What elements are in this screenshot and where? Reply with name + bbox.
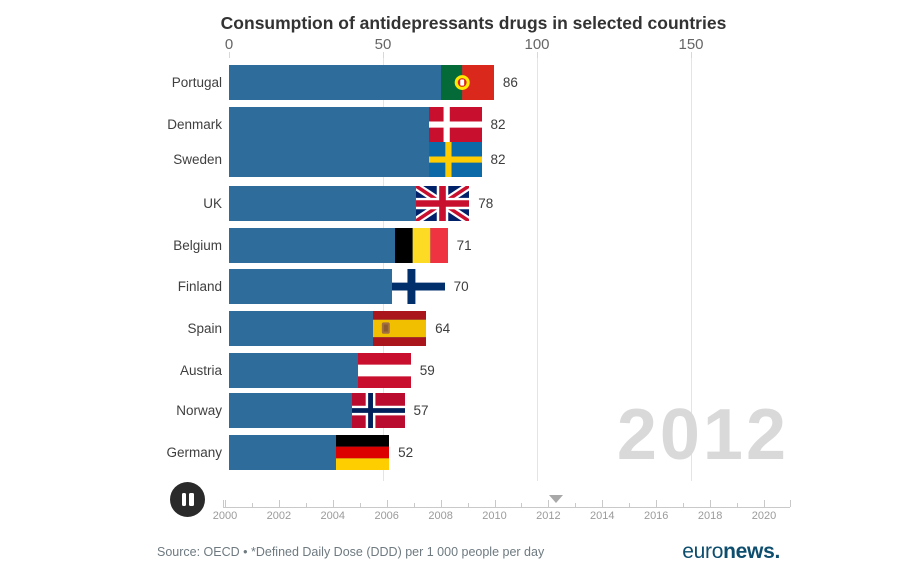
value-label: 52 xyxy=(398,445,414,460)
value-label: 57 xyxy=(413,403,429,418)
euronews-logo-regular: euro xyxy=(682,540,724,563)
uk-flag-icon xyxy=(416,186,470,221)
timeline-tick-label: 2020 xyxy=(751,510,777,522)
timeline-tick xyxy=(386,500,388,507)
gridline xyxy=(537,58,538,481)
pause-icon xyxy=(189,493,194,506)
timeline-tick-label: 2000 xyxy=(212,510,238,522)
country-label: Spain xyxy=(187,321,222,336)
bar xyxy=(229,228,448,263)
country-label: Denmark xyxy=(167,117,222,132)
timeline-tick xyxy=(737,503,739,507)
timeline-tick xyxy=(440,500,442,507)
source-note: Source: OECD • *Defined Daily Dose (DDD)… xyxy=(157,545,545,559)
timeline-tick-label: 2012 xyxy=(536,510,561,522)
bar xyxy=(229,65,494,100)
value-label: 71 xyxy=(456,238,472,253)
country-label: Portugal xyxy=(171,75,222,90)
country-label: Belgium xyxy=(173,238,222,253)
timeline-tick xyxy=(656,500,658,507)
value-label: 70 xyxy=(453,279,469,294)
bar xyxy=(229,353,411,388)
denmark-flag-icon xyxy=(428,107,482,142)
year-label: 2012 xyxy=(616,395,789,475)
country-label: Sweden xyxy=(173,152,222,167)
top-axis-tick xyxy=(383,52,384,58)
value-label: 78 xyxy=(478,196,494,211)
country-label: UK xyxy=(203,196,222,211)
timeline-tick xyxy=(413,503,415,507)
timeline-tick xyxy=(467,503,469,507)
belgium-flag-icon xyxy=(394,228,448,263)
bar xyxy=(229,435,390,470)
top-axis-label: 150 xyxy=(678,36,704,53)
timeline-tick xyxy=(494,500,496,507)
timeline-tick xyxy=(764,500,765,507)
country-label: Germany xyxy=(166,445,222,460)
sweden-flag-icon xyxy=(428,142,482,177)
top-axis-label: 50 xyxy=(374,36,392,53)
timeline-tick xyxy=(683,503,685,507)
country-label: Finland xyxy=(177,279,222,294)
timeline-tick-label: 2002 xyxy=(266,510,292,522)
gridline xyxy=(691,58,692,481)
timeline-handle[interactable] xyxy=(549,495,564,503)
timeline-track[interactable] xyxy=(223,507,790,508)
timeline-tick-label: 2018 xyxy=(697,510,723,522)
timeline-tick xyxy=(629,503,631,507)
timeline-tick xyxy=(251,503,253,507)
top-axis-label: 0 xyxy=(224,36,234,53)
portugal-flag-icon xyxy=(440,65,494,100)
value-label: 82 xyxy=(490,117,506,132)
euronews-logo: euronews. xyxy=(682,540,780,564)
timeline-tick-label: 2010 xyxy=(482,510,507,522)
bar xyxy=(229,107,482,142)
spain-flag-icon xyxy=(373,311,427,346)
timeline-tick-label: 2016 xyxy=(643,510,669,522)
timeline-tick-label: 2004 xyxy=(320,510,346,522)
top-axis-tick xyxy=(537,52,538,58)
country-label: Austria xyxy=(179,363,222,378)
timeline-tick xyxy=(548,500,550,507)
value-label: 59 xyxy=(419,363,435,378)
timeline-tick xyxy=(602,500,604,507)
bar xyxy=(229,142,482,177)
value-label: 86 xyxy=(502,75,518,90)
country-label: Norway xyxy=(176,403,222,418)
timeline-tick xyxy=(278,500,280,507)
top-axis-label: 100 xyxy=(524,36,550,53)
bar xyxy=(229,311,427,346)
finland-flag-icon xyxy=(391,269,445,304)
austria-flag-icon xyxy=(357,353,411,388)
norway-flag-icon xyxy=(351,393,405,428)
timeline-tick xyxy=(332,500,334,507)
pause-icon xyxy=(181,493,186,506)
timeline-tick xyxy=(305,503,307,507)
chart-title: Consumption of antidepressants drugs in … xyxy=(220,13,727,33)
value-label: 82 xyxy=(490,152,506,167)
timeline-tick xyxy=(575,503,577,507)
germany-flag-icon xyxy=(336,435,390,470)
pause-button[interactable] xyxy=(170,482,205,517)
top-axis-tick xyxy=(691,52,692,58)
top-axis-tick xyxy=(229,52,230,58)
timeline-tick xyxy=(359,503,361,507)
bar xyxy=(229,186,470,221)
timeline-end-tick xyxy=(223,500,224,507)
timeline-tick-label: 2014 xyxy=(590,510,615,522)
timeline-end-tick xyxy=(790,500,791,507)
timeline-tick-label: 2006 xyxy=(374,510,399,522)
bar xyxy=(229,269,445,304)
euronews-logo-bold: news. xyxy=(723,540,780,563)
timeline-tick xyxy=(225,500,226,507)
timeline-tick-label: 2008 xyxy=(428,510,453,522)
value-label: 64 xyxy=(435,321,451,336)
timeline-tick xyxy=(710,500,712,507)
timeline-tick xyxy=(521,503,523,507)
bar xyxy=(229,393,405,428)
